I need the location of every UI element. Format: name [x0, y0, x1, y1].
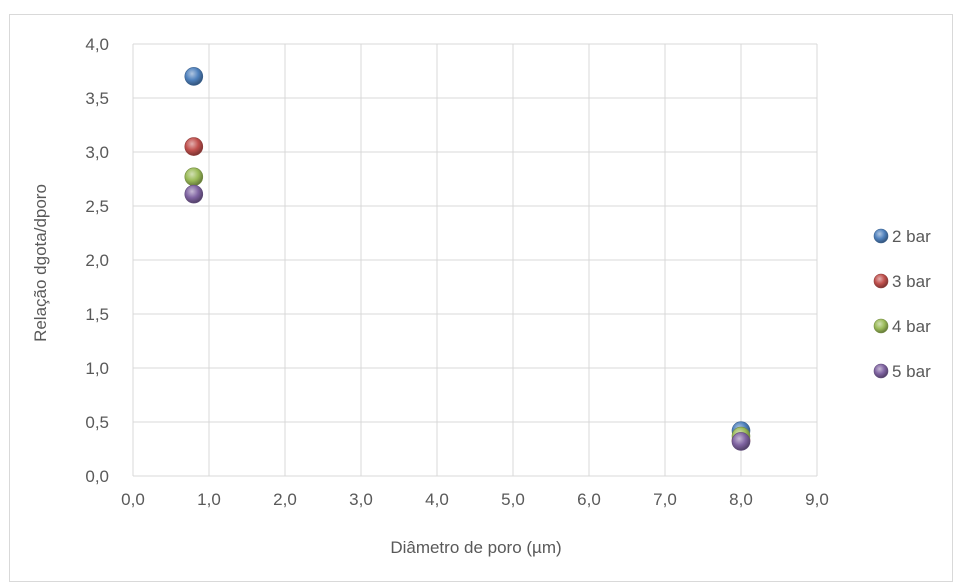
y-tick-label: 2,0 [85, 251, 109, 270]
chart-frame [9, 14, 953, 582]
legend-marker-4-bar [873, 318, 889, 334]
y-tick-label: 1,0 [85, 359, 109, 378]
y-tick-label: 1,5 [85, 305, 109, 324]
x-axis-title: Diâmetro de poro (µm) [390, 538, 561, 557]
x-tick-label: 1,0 [197, 490, 221, 509]
y-axis-title: Relação dgota/dporo [31, 184, 50, 342]
x-tick-label: 4,0 [425, 490, 449, 509]
data-point-5-bar [731, 432, 751, 451]
x-tick-label: 5,0 [501, 490, 525, 509]
x-tick-label: 3,0 [349, 490, 373, 509]
data-point-2-bar [184, 67, 204, 86]
legend-marker-5-bar [873, 363, 889, 379]
y-tick-label: 4,0 [85, 35, 109, 54]
data-point-4-bar [184, 167, 204, 187]
y-tick-label: 0,0 [85, 467, 109, 486]
y-tick-label: 0,5 [85, 413, 109, 432]
legend-label: 2 bar [892, 227, 931, 246]
legend-label: 3 bar [892, 272, 931, 291]
x-tick-label: 0,0 [121, 490, 145, 509]
x-tick-label: 8,0 [729, 490, 753, 509]
legend: 2 bar 3 bar 4 bar 5 bar [873, 227, 931, 381]
legend-label: 4 bar [892, 317, 931, 336]
legend-marker-2-bar [873, 228, 889, 244]
x-tick-label: 7,0 [653, 490, 677, 509]
x-tick-label: 9,0 [805, 490, 829, 509]
data-points [184, 67, 751, 451]
x-tick-label: 6,0 [577, 490, 601, 509]
y-tick-label: 3,5 [85, 89, 109, 108]
x-tick-label: 2,0 [273, 490, 297, 509]
legend-label: 5 bar [892, 362, 931, 381]
gridlines [132, 43, 818, 477]
legend-marker-3-bar [873, 273, 889, 289]
data-point-3-bar [184, 137, 204, 156]
y-tick-label: 2,5 [85, 197, 109, 216]
data-point-5-bar [184, 184, 204, 204]
y-tick-label: 3,0 [85, 143, 109, 162]
tick-labels: 0,0 1,0 2,0 3,0 4,0 5,0 6,0 7,0 8,0 9,0 0,0 0,5 1,0 1… [85, 35, 828, 509]
